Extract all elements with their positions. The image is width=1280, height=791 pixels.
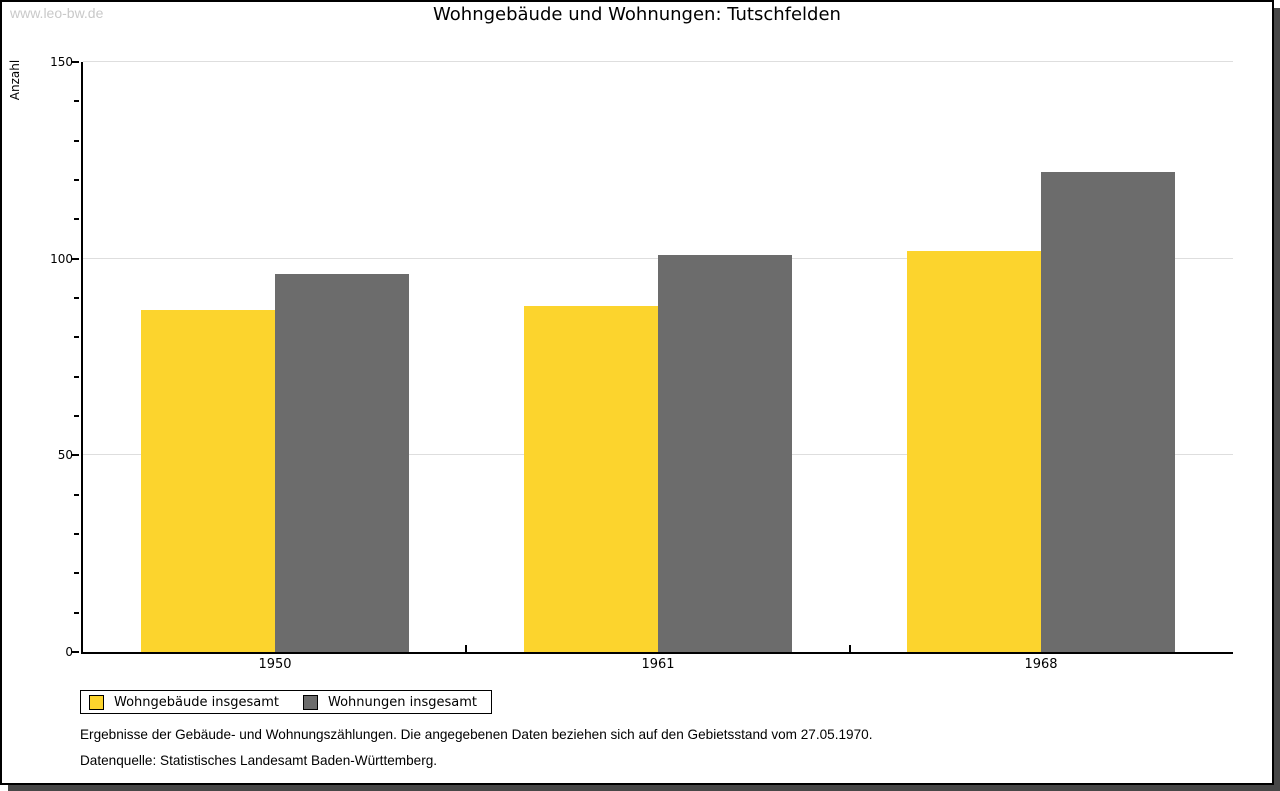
x-tick-label-1961: 1961 bbox=[641, 657, 675, 672]
frame-shadow-bottom bbox=[8, 785, 1280, 791]
bar-1968-series-1 bbox=[907, 251, 1041, 652]
bar-1950-series-2 bbox=[275, 274, 409, 652]
watermark: www.leo-bw.de bbox=[10, 5, 104, 21]
y-minor-tick-60 bbox=[74, 415, 79, 417]
legend: Wohngebäude insgesamt Wohnungen insgesam… bbox=[80, 690, 492, 714]
y-minor-tick-140 bbox=[74, 100, 79, 103]
y-minor-tick-80 bbox=[74, 336, 79, 339]
y-tick-label-150: 150 bbox=[50, 55, 73, 69]
x-divider-tick-1 bbox=[465, 645, 467, 652]
legend-swatch-wohnungen bbox=[303, 694, 318, 710]
footnote-line-1: Ergebnisse der Gebäude- und Wohnungszähl… bbox=[80, 726, 873, 742]
bar-1950-series-1 bbox=[141, 310, 275, 652]
y-minor-tick-40 bbox=[74, 493, 79, 496]
y-major-tick-50 bbox=[71, 454, 79, 457]
chart-title: Wohngebäude und Wohnungen: Tutschfelden bbox=[433, 4, 841, 25]
plot-area: 0 50 100 150 1950 1961 1968 bbox=[50, 55, 1233, 672]
y-major-tick-0 bbox=[71, 651, 79, 653]
y-minor-tick-30 bbox=[74, 533, 79, 535]
x-tick-label-1950: 1950 bbox=[258, 657, 292, 672]
bar-1961-series-2 bbox=[658, 255, 792, 652]
y-axis-label: Anzahl bbox=[8, 59, 22, 101]
bar-1961-series-1 bbox=[524, 306, 658, 652]
y-minor-tick-110 bbox=[74, 218, 79, 221]
legend-label-wohnungen: Wohnungen insgesamt bbox=[328, 694, 477, 710]
bar-1968-series-2 bbox=[1041, 172, 1175, 652]
y-gridline-150 bbox=[83, 61, 1233, 62]
legend-item-wohngebaeude: Wohngebäude insgesamt bbox=[89, 694, 279, 710]
y-minor-tick-20 bbox=[74, 572, 79, 575]
legend-swatch-wohngebaeude bbox=[89, 694, 104, 710]
legend-label-wohngebaeude: Wohngebäude insgesamt bbox=[114, 694, 279, 710]
y-minor-tick-120 bbox=[74, 179, 79, 181]
y-tick-label-0: 0 bbox=[65, 645, 73, 659]
y-major-tick-100 bbox=[71, 257, 79, 260]
y-minor-tick-130 bbox=[74, 139, 79, 142]
footnote-line-2: Datenquelle: Statistisches Landesamt Bad… bbox=[80, 752, 438, 768]
y-minor-tick-10 bbox=[74, 611, 79, 614]
y-tick-label-100: 100 bbox=[50, 251, 73, 266]
y-minor-tick-90 bbox=[74, 297, 79, 299]
frame-shadow-right bbox=[1274, 8, 1280, 791]
legend-item-wohnungen: Wohnungen insgesamt bbox=[303, 694, 477, 710]
y-tick-label-50: 50 bbox=[57, 448, 73, 463]
x-divider-tick-2 bbox=[849, 645, 851, 652]
x-tick-label-1968: 1968 bbox=[1024, 657, 1058, 672]
y-minor-tick-70 bbox=[74, 375, 79, 378]
y-major-tick-150 bbox=[71, 61, 79, 63]
